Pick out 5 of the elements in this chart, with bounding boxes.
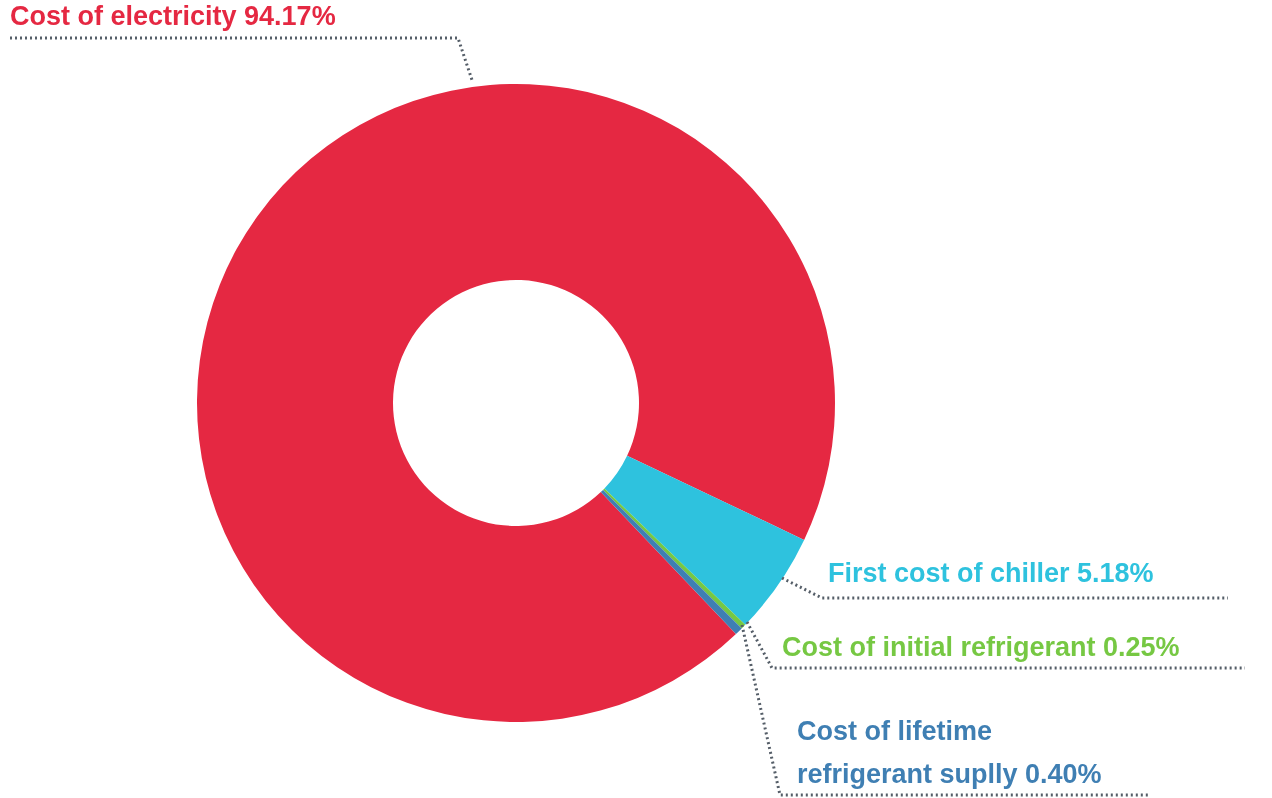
slice-label: First cost of chiller 5.18% [828, 558, 1154, 588]
slice-label: Cost of lifetime refrigerant suplly 0.40% [797, 716, 1102, 789]
slice-label: Cost of electricity 94.17% [10, 1, 336, 31]
slice-label: Cost of initial refrigerant 0.25% [782, 632, 1180, 662]
donut-slice [604, 455, 805, 625]
